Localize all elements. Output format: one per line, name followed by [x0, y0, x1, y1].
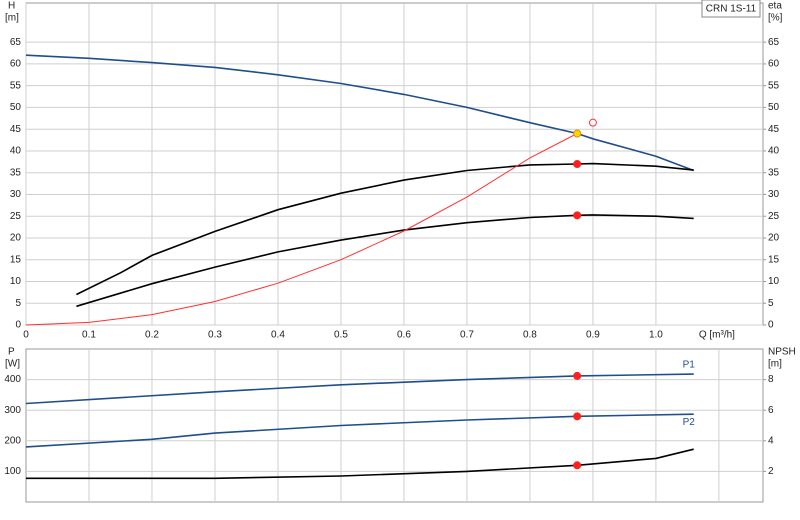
x-tick-label: 1.0	[649, 330, 663, 341]
y-tick-label: 10	[10, 276, 22, 287]
y-tick-label: 45	[10, 124, 22, 135]
y-tick-label: 30	[10, 189, 22, 200]
plot-area	[25, 2, 764, 326]
y2-tick-label: 40	[768, 146, 780, 157]
operating-point	[573, 412, 582, 421]
y2-tick-label: 60	[768, 59, 780, 70]
y-tick-label: 300	[4, 405, 21, 416]
y-tick-label: 65	[10, 37, 22, 48]
series-label: P2	[683, 417, 696, 428]
y2-tick-label: 35	[768, 167, 780, 178]
y2-axis-label: eta	[768, 1, 782, 12]
x-tick-label: 0.5	[334, 330, 348, 341]
y2-tick-label: 6	[768, 405, 774, 416]
y2-tick-label: 25	[768, 211, 780, 222]
y-tick-label: 100	[4, 466, 21, 477]
y2-tick-label: 4	[768, 435, 774, 446]
x-tick-label: 0	[23, 330, 29, 341]
y-axis-unit: [W]	[5, 359, 20, 370]
x-tick-label: 0.4	[271, 330, 285, 341]
curve	[76, 214, 694, 308]
label-box	[701, 0, 761, 18]
y-tick-label: 25	[10, 211, 22, 222]
y2-tick-label: 55	[768, 80, 780, 91]
y2-tick-label: 20	[768, 233, 780, 244]
operating-point	[573, 211, 582, 220]
y2-tick-label: 50	[768, 102, 780, 113]
y2-tick-label: 10	[768, 276, 780, 287]
curve	[25, 133, 578, 326]
x-tick-label: 0.8	[523, 330, 537, 341]
x-tick-label: 0.7	[460, 330, 474, 341]
operating-point	[573, 461, 582, 470]
y2-tick-label: 15	[768, 254, 780, 265]
operating-point	[588, 118, 597, 127]
x-tick-label: 0.9	[586, 330, 600, 341]
series-label: P1	[683, 360, 696, 371]
y-tick-label: 20	[10, 233, 22, 244]
y2-tick-label: 8	[768, 374, 774, 385]
y-axis-label: P	[8, 347, 15, 358]
y2-tick-label: 30	[768, 189, 780, 200]
operating-point	[573, 129, 582, 138]
y-tick-label: 5	[15, 298, 21, 309]
y-tick-label: 400	[4, 374, 21, 385]
y2-axis-label: NPSH	[768, 347, 796, 358]
operating-point	[573, 160, 582, 168]
y-tick-label: 0	[15, 320, 21, 331]
y-tick-label: 60	[10, 59, 22, 70]
y2-tick-label: 65	[768, 37, 780, 48]
product-label: CRN 1S-11	[706, 4, 757, 15]
y2-tick-label: 5	[768, 298, 774, 309]
curve	[26, 448, 694, 480]
y2-tick-label: 2	[768, 466, 774, 477]
y-tick-label: 35	[10, 167, 22, 178]
x-tick-label: 0.3	[208, 330, 222, 341]
y-tick-label: 200	[4, 435, 21, 446]
curve	[76, 162, 694, 296]
y-tick-label: 55	[10, 80, 22, 91]
y2-axis-unit: [%]	[768, 13, 783, 24]
operating-point	[573, 371, 582, 380]
y2-axis-unit: [m]	[768, 359, 782, 370]
y-tick-label: 15	[10, 254, 22, 265]
curve	[25, 373, 694, 405]
y-tick-label: 50	[10, 102, 22, 113]
y-tick-label: 40	[10, 146, 22, 157]
x-tick-label: 0.1	[82, 330, 96, 341]
y2-tick-label: 45	[768, 124, 780, 135]
y2-tick-label: 0	[768, 320, 774, 331]
plots: 0 0.1 0.2 0.3 0.4 0.5 0.6 0.7 0.8 0.9 1.0051015202…	[4, 1, 796, 503]
x-tick-label: 0.2	[145, 330, 159, 341]
x-tick-label: 0.6	[397, 330, 411, 341]
y-axis-unit: [m]	[5, 13, 19, 24]
y-axis-label: H	[8, 1, 15, 12]
x-axis-label: Q [m³/h]	[699, 330, 735, 341]
curve	[25, 54, 694, 172]
